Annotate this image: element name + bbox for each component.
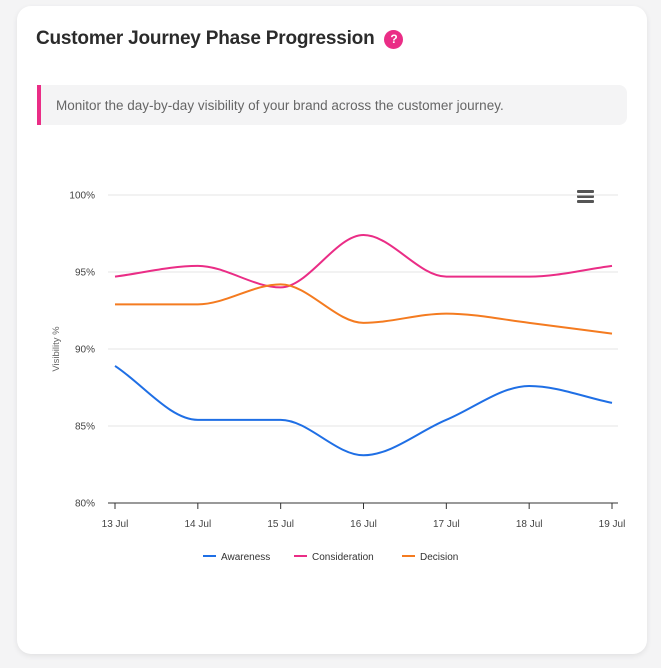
menu-bar [577,200,594,203]
menu-bar [577,195,594,198]
title-row: Customer Journey Phase Progression ? [36,28,404,50]
card-title: Customer Journey Phase Progression [36,28,375,49]
chart-card: Customer Journey Phase Progression ? Mon… [17,6,647,654]
help-icon[interactable]: ? [384,29,404,49]
menu-bar [577,190,594,193]
hamburger-menu-icon[interactable] [577,190,594,204]
description-callout: Monitor the day-by-day visibility of you… [37,85,627,125]
description-text: Monitor the day-by-day visibility of you… [56,97,504,113]
